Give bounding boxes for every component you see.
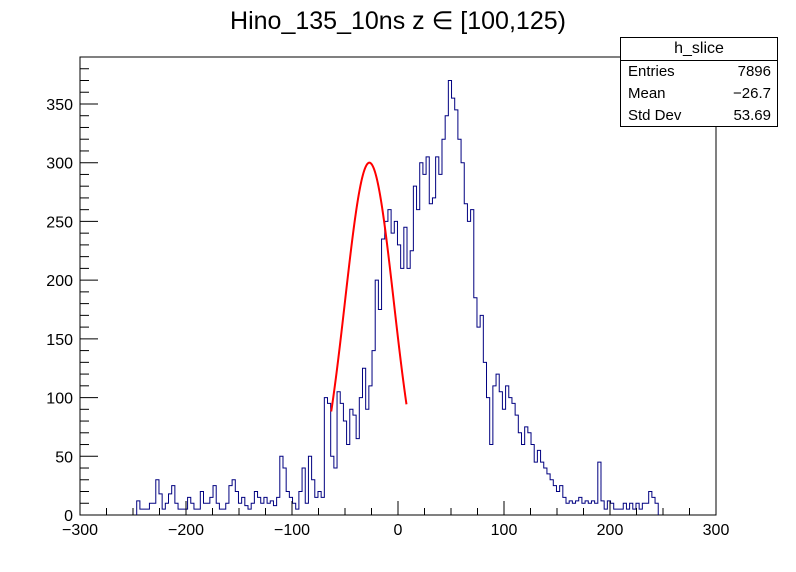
stats-mean-label: Mean [628, 85, 666, 102]
stats-stddev-value: 53.69 [733, 107, 771, 124]
x-tick-label: 200 [597, 522, 624, 539]
stats-entries-value: 7896 [737, 63, 771, 80]
stats-row-mean: Mean −26.7 [621, 83, 777, 105]
y-tick-label: 100 [46, 391, 73, 408]
y-tick-label: 250 [46, 214, 73, 231]
y-tick-label: 50 [55, 449, 73, 466]
x-tick-label: 0 [394, 522, 403, 539]
stats-box: h_slice Entries 7896 Mean −26.7 Std Dev … [620, 37, 778, 127]
stats-row-stddev: Std Dev 53.69 [621, 105, 777, 127]
chart-title: Hino_135_10ns z ∈ [100,125) [230, 7, 566, 35]
y-tick-label: 350 [46, 97, 73, 114]
gaussian-fit-curve [330, 161, 408, 412]
stats-title: h_slice [621, 38, 777, 61]
x-tick-label: −300 [62, 522, 98, 539]
stats-entries-label: Entries [628, 63, 675, 80]
x-tick-label: 300 [703, 522, 730, 539]
stats-row-entries: Entries 7896 [621, 61, 777, 83]
x-tick-label: −200 [168, 522, 204, 539]
stats-stddev-label: Std Dev [628, 107, 682, 124]
x-tick-label: 100 [491, 522, 518, 539]
y-tick-label: 150 [46, 332, 73, 349]
y-tick-label: 300 [46, 156, 73, 173]
y-tick-label: 0 [64, 508, 73, 525]
x-tick-label: −100 [274, 522, 310, 539]
stats-mean-value: −26.7 [733, 85, 771, 102]
y-tick-label: 200 [46, 273, 73, 290]
histogram-h-slice [136, 79, 659, 515]
